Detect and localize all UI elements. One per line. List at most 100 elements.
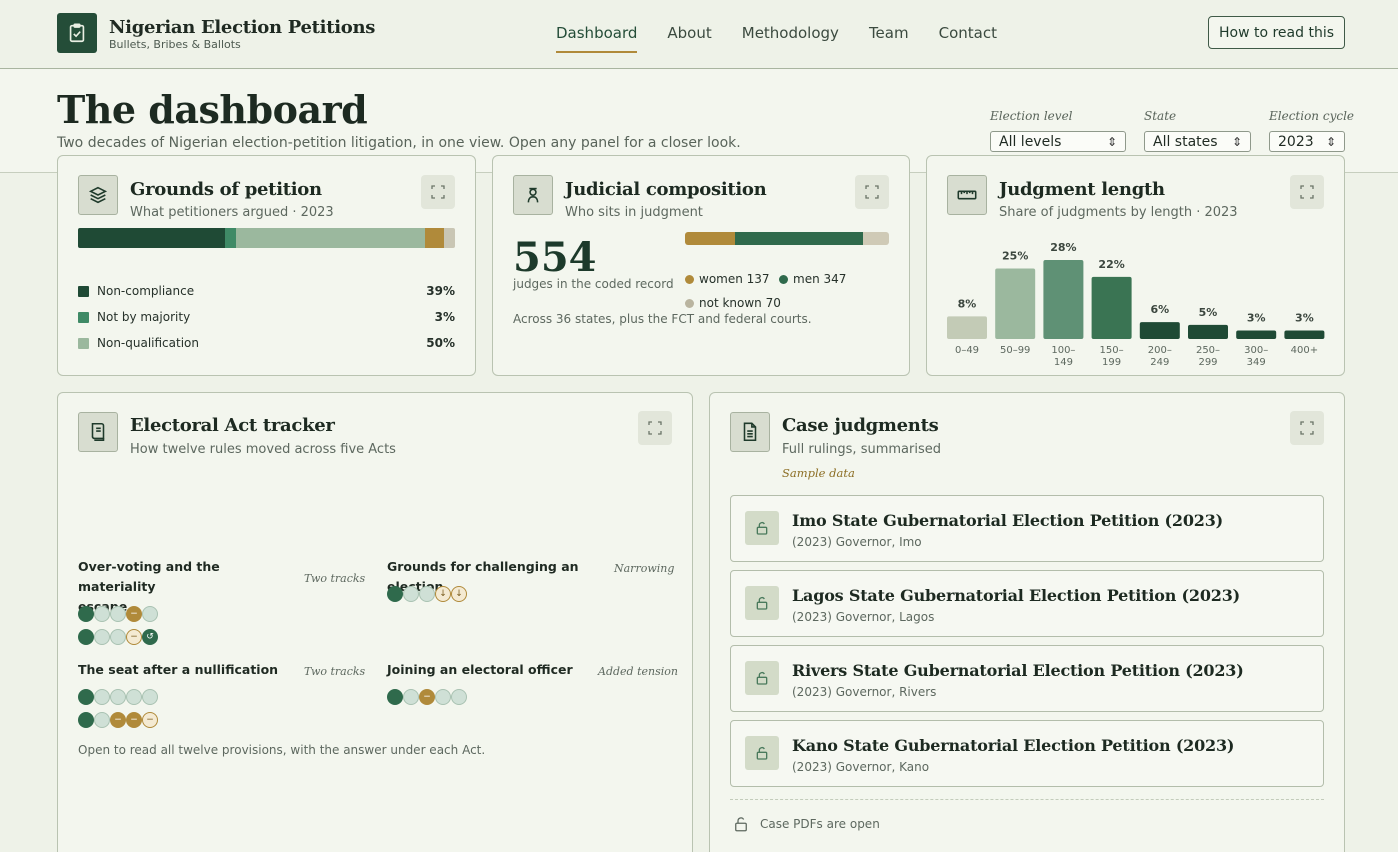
- case-item[interactable]: Rivers State Gubernatorial Election Peti…: [730, 645, 1324, 712]
- expand-icon: [1300, 421, 1314, 435]
- bar-category-label: 300–: [1244, 345, 1268, 356]
- legend-swatch: [78, 311, 89, 323]
- nav-dashboard[interactable]: Dashboard: [556, 24, 638, 53]
- logo[interactable]: [57, 13, 97, 53]
- nav-about[interactable]: About: [667, 24, 712, 42]
- act-status-dot: [142, 606, 158, 622]
- expand-icon: [648, 421, 662, 435]
- act-status-dot: −: [126, 629, 142, 645]
- grounds-of-petition-card: Grounds of petition What petitioners arg…: [57, 155, 476, 376]
- act-status-dot: ↺: [142, 629, 158, 645]
- bar-value-label: 3%: [1295, 312, 1314, 325]
- grounds-bar-segment: [78, 228, 226, 248]
- book-icon: [91, 422, 105, 442]
- provision-track: − ↺: [78, 629, 158, 645]
- layers-icon: [88, 186, 108, 204]
- card-icon-box: [78, 412, 118, 452]
- filter-label: Election level: [990, 109, 1073, 123]
- election-level-select[interactable]: All levels ⇕: [990, 131, 1126, 152]
- length-bar[interactable]: [1091, 276, 1132, 339]
- filter-election-cycle: Election cycle 2023 ⇕: [1269, 109, 1354, 152]
- bar-value-label: 5%: [1199, 306, 1218, 319]
- length-bar[interactable]: [995, 268, 1036, 339]
- brand-title[interactable]: Nigerian Election Petitions: [109, 17, 376, 38]
- select-value: All levels: [999, 133, 1062, 150]
- nav-methodology[interactable]: Methodology: [741, 24, 839, 42]
- card-title: Grounds of petition: [130, 179, 322, 200]
- act-status-dot: [110, 606, 126, 622]
- legend-label: Not by majority: [97, 310, 191, 324]
- card-icon-box: [730, 412, 770, 452]
- filter-label: Election cycle: [1269, 109, 1355, 123]
- grounds-stacked-bar: [78, 228, 455, 248]
- bar-category-label: 299: [1198, 357, 1217, 368]
- length-bar[interactable]: [1284, 330, 1325, 339]
- sample-data-label: Sample data: [782, 466, 855, 480]
- footer-label: Case PDFs are open: [760, 817, 880, 831]
- length-bar[interactable]: [1043, 260, 1084, 339]
- judgment-length-card: Judgment length Share of judgments by le…: [926, 155, 1345, 376]
- length-bar[interactable]: [1236, 330, 1277, 339]
- gender-stacked-bar: [685, 232, 889, 245]
- expand-button[interactable]: [1290, 411, 1324, 445]
- length-bar[interactable]: [1139, 322, 1180, 339]
- legend-percent: 50%: [426, 336, 455, 350]
- filter-election-level: Election level All levels ⇕: [990, 109, 1126, 152]
- bar-category-label: 0–49: [955, 345, 979, 356]
- act-status-dot: ↓: [451, 586, 467, 602]
- act-status-dot: [78, 629, 94, 645]
- bar-value-label: 25%: [1002, 249, 1028, 262]
- provision-name[interactable]: Joining an electoral officer: [387, 662, 573, 677]
- case-title: Kano State Gubernatorial Election Petiti…: [792, 736, 1235, 755]
- act-status-dot: [435, 689, 451, 705]
- nav-team[interactable]: Team: [868, 24, 909, 42]
- case-title: Imo State Gubernatorial Election Petitio…: [792, 511, 1223, 530]
- legend-item: Non-qualification 50%: [78, 336, 455, 350]
- nav-contact[interactable]: Contact: [938, 24, 997, 42]
- case-meta: (2023) Governor, Kano: [792, 760, 930, 774]
- act-status-dot: [142, 689, 158, 705]
- provision-track: [78, 689, 158, 705]
- act-status-dot: [78, 606, 94, 622]
- act-status-dot: ↓: [435, 586, 451, 602]
- card-icon-box: [78, 175, 118, 215]
- bar-category-label: 149: [1054, 357, 1073, 368]
- legend-percent: 39%: [426, 284, 455, 298]
- act-status-dot: −: [419, 689, 435, 705]
- case-item[interactable]: Kano State Gubernatorial Election Petiti…: [730, 720, 1324, 787]
- legend-label: men 347: [793, 272, 847, 286]
- unlock-icon: [735, 817, 747, 832]
- legend-women: women 137: [685, 272, 770, 286]
- case-item[interactable]: Imo State Gubernatorial Election Petitio…: [730, 495, 1324, 562]
- expand-button[interactable]: [1290, 175, 1324, 209]
- act-status-dot: [78, 689, 94, 705]
- act-status-dot: −: [142, 712, 158, 728]
- provision-name[interactable]: The seat after a nullification: [78, 662, 279, 677]
- legend-dot: [685, 298, 694, 308]
- grounds-bar-segment: [225, 228, 237, 248]
- grounds-bar-segment: [424, 228, 444, 248]
- grounds-bar-segment: [236, 228, 425, 248]
- length-bar[interactable]: [947, 316, 987, 339]
- expand-button[interactable]: [855, 175, 889, 209]
- legend-swatch: [78, 337, 89, 349]
- how-to-read-button[interactable]: How to read this: [1208, 16, 1345, 49]
- expand-button[interactable]: [638, 411, 672, 445]
- case-item[interactable]: Lagos State Gubernatorial Election Petit…: [730, 570, 1324, 637]
- card-subtitle: Share of judgments by length · 2023: [999, 205, 1238, 220]
- bar-value-label: 28%: [1050, 241, 1076, 254]
- length-bar[interactable]: [1188, 324, 1228, 339]
- bar-value-label: 8%: [958, 297, 977, 310]
- card-icon-box: [947, 175, 987, 215]
- bar-category-label: 50–99: [1000, 345, 1030, 356]
- election-cycle-select[interactable]: 2023 ⇕: [1269, 131, 1345, 152]
- judge-total-caption: judges in the coded record: [513, 277, 674, 291]
- ruler-icon: [957, 190, 977, 200]
- card-icon-box: [513, 175, 553, 215]
- act-status-dot: [387, 586, 403, 602]
- act-status-dot: [110, 629, 126, 645]
- expand-button[interactable]: [421, 175, 455, 209]
- bar-category-label: 199: [1102, 357, 1121, 368]
- state-select[interactable]: All states ⇕: [1144, 131, 1251, 152]
- legend-label: not known 70: [699, 296, 781, 310]
